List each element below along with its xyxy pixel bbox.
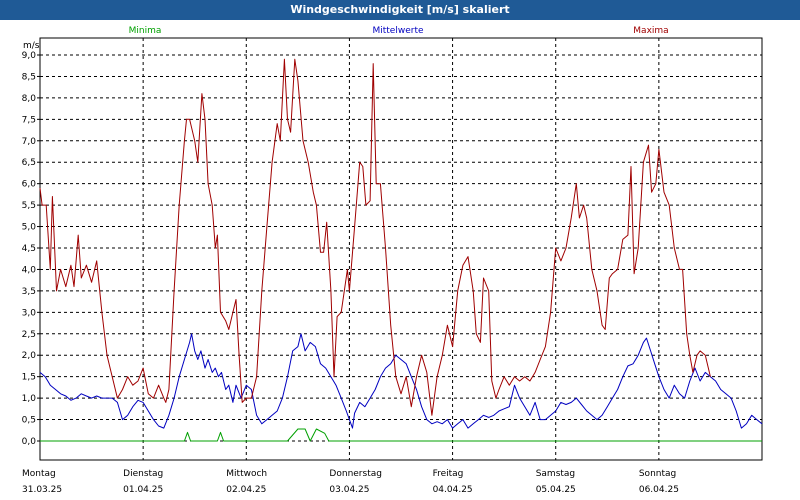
x-day-label: Dienstag xyxy=(123,469,163,479)
y-tick-label: 5,5 xyxy=(22,201,36,211)
y-tick-label: 3,0 xyxy=(22,308,37,318)
y-tick-label: 6,0 xyxy=(22,180,37,190)
legend-entry-maxima: Maxima xyxy=(633,26,668,36)
series-line-minima xyxy=(40,428,762,442)
y-tick-label: 1,0 xyxy=(22,394,37,404)
x-day-label: Sonntag xyxy=(639,469,676,479)
y-tick-label: 2,0 xyxy=(22,351,37,361)
x-day-label: Freitag xyxy=(433,469,464,479)
x-date-label: 01.04.25 xyxy=(123,485,163,495)
x-date-label: 05.04.25 xyxy=(536,485,576,495)
y-tick-label: 9,0 xyxy=(22,51,37,61)
series-line-maxima xyxy=(39,58,711,416)
y-tick-label: 5,0 xyxy=(22,223,37,233)
y-tick-label: 7,5 xyxy=(22,115,36,125)
x-date-label: 06.04.25 xyxy=(639,485,679,495)
y-tick-label: 3,5 xyxy=(22,287,36,297)
y-tick-label: 8,5 xyxy=(22,72,36,82)
y-tick-label: 6,5 xyxy=(22,158,36,168)
series-lines xyxy=(39,58,763,442)
chart-title: Windgeschwindigkeit [m/s] skaliert xyxy=(290,3,510,16)
y-tick-label: 8,0 xyxy=(22,94,37,104)
legend-entry-minima: Minima xyxy=(129,26,162,36)
legend: Minima Mittelwerte Maxima xyxy=(129,26,669,36)
legend-entry-mittelwerte: Mittelwerte xyxy=(372,26,423,36)
x-day-label: Samstag xyxy=(536,469,575,479)
x-day-label: Montag xyxy=(22,469,56,479)
y-tick-label: 7,0 xyxy=(22,137,37,147)
y-axis-label: m/s xyxy=(23,41,40,51)
x-date-label: 31.03.25 xyxy=(22,485,62,495)
x-axis: Montag 31.03.25 Dienstag 01.04.25 Mittwoch 02… xyxy=(22,469,679,495)
y-tick-label: 0,5 xyxy=(22,416,36,426)
y-tick-label: 4,0 xyxy=(22,265,37,275)
y-tick-label: 0,0 xyxy=(22,437,37,447)
y-axis: 0,0 0,5 1,0 1,5 2,0 2,5 3,0 3,5 4,0 4,5 5,0 5,5 6,0 6… xyxy=(22,41,40,447)
x-day-label: Donnerstag xyxy=(329,469,382,479)
y-tick-label: 2,5 xyxy=(22,330,36,340)
y-tick-label: 4,5 xyxy=(22,244,36,254)
chart-title-bar: Windgeschwindigkeit [m/s] skaliert xyxy=(0,0,800,20)
x-day-label: Mittwoch xyxy=(226,469,267,479)
series-line-mittelwerte xyxy=(39,333,763,429)
grid-lines xyxy=(40,38,762,460)
y-tick-label: 1,5 xyxy=(22,373,36,383)
x-date-label: 04.04.25 xyxy=(433,485,473,495)
x-date-label: 02.04.25 xyxy=(226,485,266,495)
plot-frame xyxy=(39,37,763,461)
x-date-label: 03.04.25 xyxy=(329,485,369,495)
